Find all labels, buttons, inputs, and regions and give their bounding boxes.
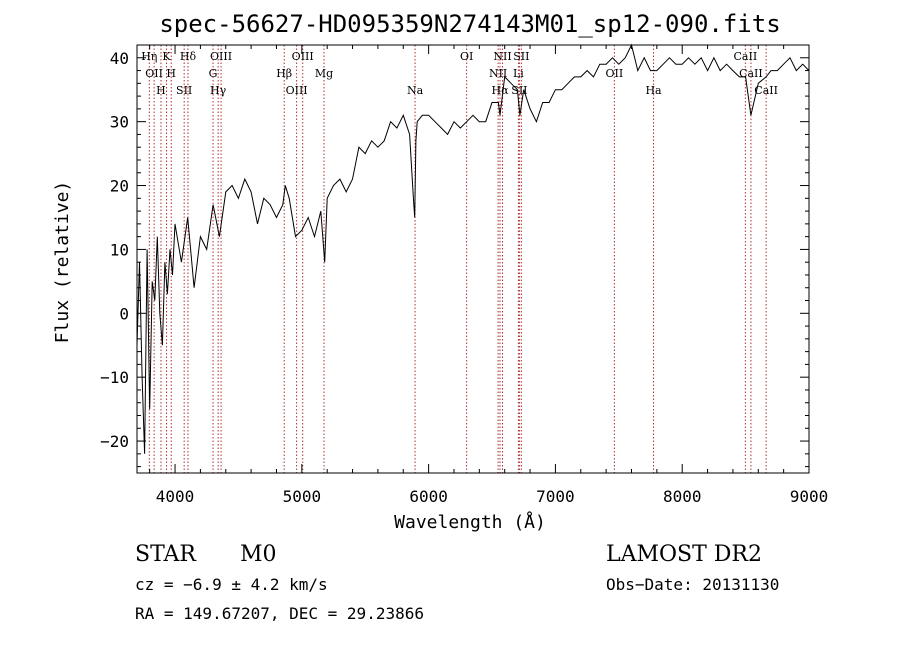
line-marker-label: OIII [292, 50, 314, 63]
x-tick-label: 9000 [790, 487, 829, 506]
line-marker-label: SII [176, 84, 192, 97]
line-marker-label: Hα [491, 84, 509, 97]
line-marker-label: OIII [210, 50, 232, 63]
x-axis-label: Wavelength (Å) [394, 511, 546, 533]
survey-name: LAMOST DR2 [606, 542, 762, 567]
line-marker-label: NII [493, 50, 511, 63]
line-marker-label: K [162, 50, 171, 63]
line-markers [148, 45, 767, 473]
line-marker-label: Ha [645, 84, 662, 97]
y-axis-label: Flux (relative) [52, 181, 73, 344]
line-marker-label: OI [460, 50, 473, 63]
x-tick-label: 7000 [536, 487, 575, 506]
object-type: STAR [135, 542, 197, 567]
line-marker-label: NII [489, 67, 507, 80]
chart-title: spec-56627-HD095359N274143M01_sp12-090.f… [159, 10, 780, 38]
line-marker-label: Hδ [180, 50, 197, 63]
object-subclass: M0 [240, 542, 277, 567]
line-marker-label: Hγ [210, 84, 227, 97]
observation-date: Obs−Date: 20131130 [606, 575, 779, 594]
coordinates: RA = 149.67207, DEC = 29.23866 [135, 604, 424, 623]
spectrum-line [136, 43, 810, 454]
line-marker-label: CaII [734, 50, 758, 63]
line-marker-label: CaII [754, 84, 778, 97]
x-tick-label: 4000 [156, 487, 195, 506]
line-marker-label: G [209, 67, 218, 80]
line-marker-label: Mg [315, 67, 333, 80]
x-axis: 4000 5000 6000 7000 8000 9000 [149, 45, 829, 506]
y-tick-label: −10 [100, 368, 129, 387]
x-tick-label: 5000 [283, 487, 322, 506]
line-marker-labels: HηOIIHKHSIIHδGHγOIIIHβOIIIOIIIMgNaOINIIH… [141, 50, 778, 97]
line-marker-label: OIII [286, 84, 308, 97]
y-tick-label: −20 [100, 432, 129, 451]
line-marker-label: SII [513, 50, 529, 63]
line-marker-label: Li [513, 67, 524, 80]
y-tick-label: 0 [119, 304, 129, 323]
line-marker-label: Hβ [276, 67, 292, 80]
line-marker-label: H [166, 67, 176, 80]
line-marker-label: OII [606, 67, 624, 80]
x-tick-label: 8000 [663, 487, 702, 506]
line-marker-label: OII [145, 67, 163, 80]
y-tick-label: 30 [110, 113, 129, 132]
plot-frame [136, 44, 810, 474]
y-tick-label: 20 [110, 177, 129, 196]
line-marker-label: Hη [141, 50, 157, 63]
y-axis: −20 −10 0 10 20 30 40 [100, 44, 809, 468]
y-tick-label: 10 [110, 240, 129, 259]
y-tick-label: 40 [110, 49, 129, 68]
redshift-velocity: cz = −6.9 ± 4.2 km/s [135, 575, 328, 594]
line-marker-label: H [156, 84, 166, 97]
x-tick-label: 6000 [409, 487, 448, 506]
line-marker-label: Na [407, 84, 424, 97]
line-marker-label: CaII [739, 67, 763, 80]
